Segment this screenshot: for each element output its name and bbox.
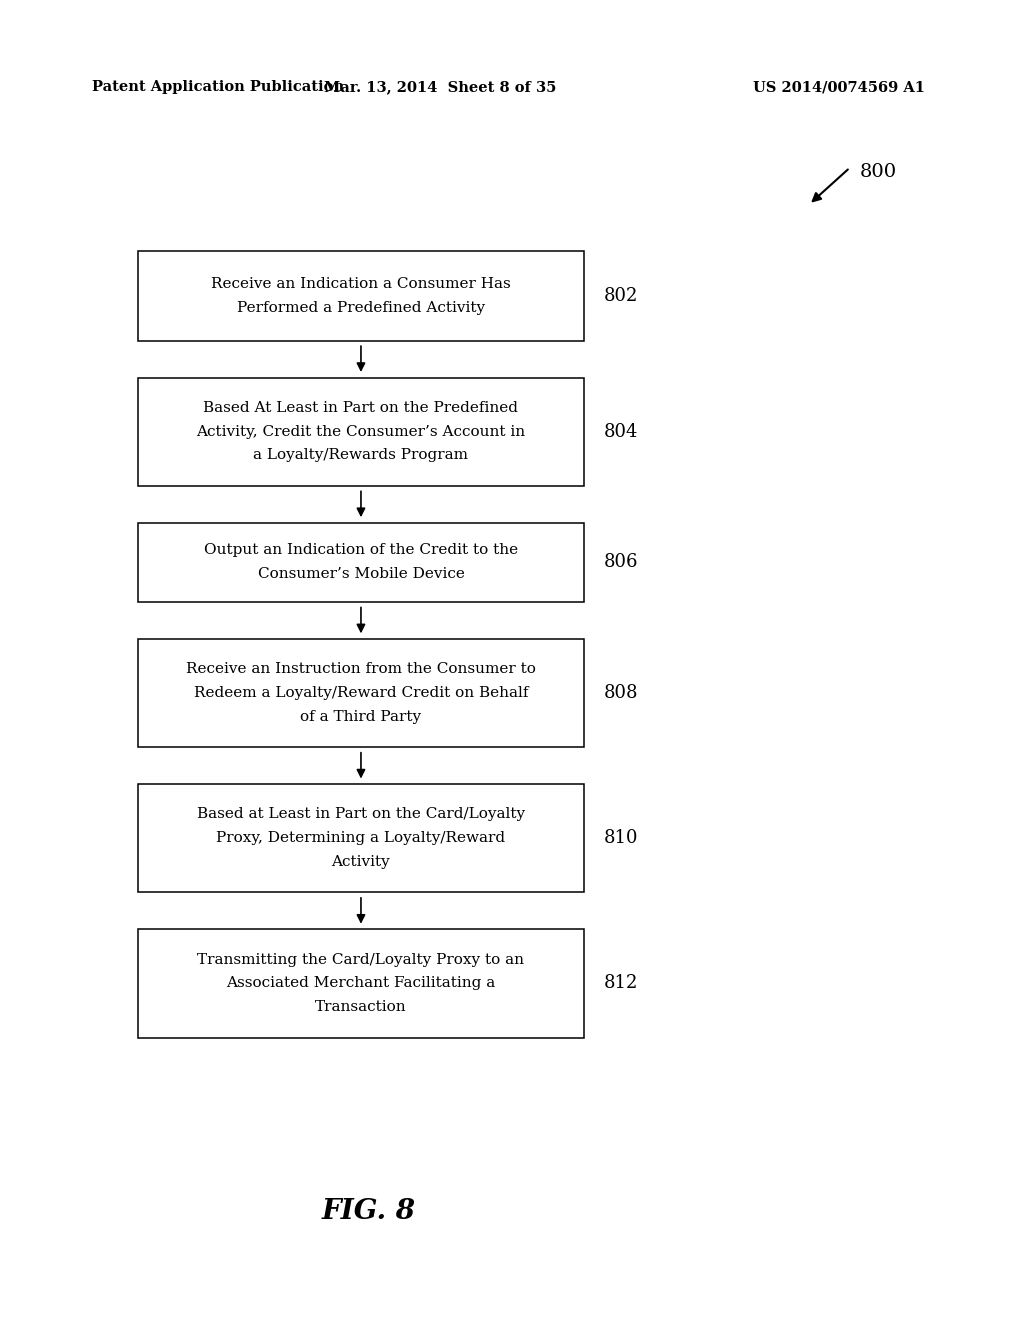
Text: 812: 812 xyxy=(604,974,639,993)
Text: US 2014/0074569 A1: US 2014/0074569 A1 xyxy=(753,81,925,94)
Text: Redeem a Loyalty/Reward Credit on Behalf: Redeem a Loyalty/Reward Credit on Behalf xyxy=(194,686,528,700)
Text: Performed a Predefined Activity: Performed a Predefined Activity xyxy=(237,301,485,314)
Text: Proxy, Determining a Loyalty/Reward: Proxy, Determining a Loyalty/Reward xyxy=(216,832,506,845)
FancyBboxPatch shape xyxy=(138,378,584,486)
Text: Transaction: Transaction xyxy=(315,1001,407,1014)
Text: of a Third Party: of a Third Party xyxy=(300,710,422,723)
Text: Based at Least in Part on the Card/Loyalty: Based at Least in Part on the Card/Loyal… xyxy=(197,808,525,821)
Text: Receive an Indication a Consumer Has: Receive an Indication a Consumer Has xyxy=(211,277,511,290)
Text: 800: 800 xyxy=(860,162,897,181)
Text: Output an Indication of the Credit to the: Output an Indication of the Credit to th… xyxy=(204,544,518,557)
Text: 810: 810 xyxy=(604,829,639,847)
Text: 806: 806 xyxy=(604,553,639,572)
Text: Patent Application Publication: Patent Application Publication xyxy=(92,81,344,94)
FancyBboxPatch shape xyxy=(138,523,584,602)
FancyBboxPatch shape xyxy=(138,929,584,1038)
Text: Consumer’s Mobile Device: Consumer’s Mobile Device xyxy=(257,568,465,581)
Text: 804: 804 xyxy=(604,422,639,441)
Text: FIG. 8: FIG. 8 xyxy=(322,1199,416,1225)
Text: Receive an Instruction from the Consumer to: Receive an Instruction from the Consumer… xyxy=(186,663,536,676)
Text: Mar. 13, 2014  Sheet 8 of 35: Mar. 13, 2014 Sheet 8 of 35 xyxy=(325,81,556,94)
Text: Activity, Credit the Consumer’s Account in: Activity, Credit the Consumer’s Account … xyxy=(197,425,525,438)
FancyBboxPatch shape xyxy=(138,784,584,892)
Text: 808: 808 xyxy=(604,684,639,702)
FancyBboxPatch shape xyxy=(138,251,584,341)
FancyBboxPatch shape xyxy=(138,639,584,747)
Text: 802: 802 xyxy=(604,286,639,305)
Text: Transmitting the Card/Loyalty Proxy to an: Transmitting the Card/Loyalty Proxy to a… xyxy=(198,953,524,966)
Text: Based At Least in Part on the Predefined: Based At Least in Part on the Predefined xyxy=(204,401,518,414)
Text: Associated Merchant Facilitating a: Associated Merchant Facilitating a xyxy=(226,977,496,990)
Text: a Loyalty/Rewards Program: a Loyalty/Rewards Program xyxy=(254,449,468,462)
Text: Activity: Activity xyxy=(332,855,390,869)
